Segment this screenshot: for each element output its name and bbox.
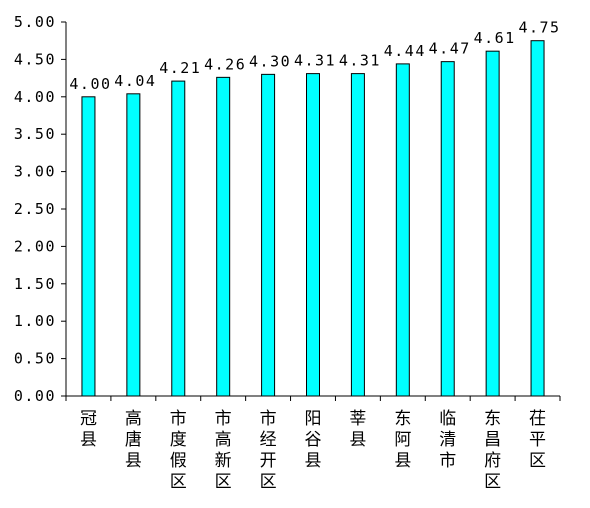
bar (126, 93, 141, 397)
bar (261, 73, 276, 397)
data-label: 4.31 (339, 52, 381, 70)
bar (350, 73, 365, 397)
category-labels: 冠县 高唐县 市度假区 市高新区 市经开区 阳谷县 莘县 东阿县 临清市 东昌府区 茌平区 (80, 409, 546, 492)
y-tick-label: 0.50 (14, 350, 56, 368)
y-tick-label: 2.50 (14, 200, 56, 218)
bar (530, 40, 545, 397)
category-label: 阳谷县 (305, 409, 322, 471)
category-label: 冠县 (80, 409, 97, 450)
data-label: 4.47 (429, 40, 471, 58)
y-tick-label: 3.50 (14, 125, 56, 143)
data-label: 4.75 (518, 19, 560, 37)
data-labels: 4.00 4.044.21 4.26 4.30 4.31 4.314.44 4.474.61… (69, 19, 560, 93)
bar (440, 61, 455, 397)
category-label: 高唐县 (125, 409, 142, 471)
y-tick-label: 1.00 (14, 312, 56, 330)
y-tick-label: 4.50 (14, 50, 56, 68)
y-axis: 0.00 0.50 1.00 1.50 2.00 2.50 3.00 3.50 4.00 4.50… (14, 13, 67, 405)
data-label: 4.26 (204, 55, 246, 73)
data-label: 4.61 (474, 29, 516, 47)
bar (171, 80, 186, 397)
category-label: 莘县 (349, 409, 366, 450)
data-label: 4.04 (114, 72, 156, 90)
y-tick-label: 0.00 (14, 387, 56, 405)
bars (81, 40, 545, 397)
y-tick-label: 5.00 (14, 13, 56, 31)
category-label: 茌平区 (529, 409, 546, 471)
bar (306, 73, 320, 397)
category-label: 临清市 (439, 409, 456, 471)
bar (216, 76, 231, 397)
category-label: 市度假区 (170, 409, 187, 492)
category-label: 东昌府区 (484, 409, 501, 492)
data-label: 4.00 (69, 75, 111, 93)
data-label: 4.31 (294, 52, 336, 70)
data-label: 4.30 (249, 52, 291, 70)
y-tick-label: 3.00 (14, 163, 56, 181)
bar (485, 50, 500, 397)
y-tick-label: 1.50 (14, 275, 56, 293)
data-label: 4.21 (159, 59, 201, 77)
x-axis (65, 395, 561, 401)
bar (395, 63, 410, 397)
category-label: 东阿县 (394, 409, 411, 471)
y-tick-label: 2.00 (14, 237, 56, 255)
category-label: 市高新区 (215, 409, 232, 492)
data-label: 4.44 (384, 42, 426, 60)
y-tick-label: 4.00 (14, 88, 56, 106)
bar (81, 96, 96, 397)
category-label: 市经开区 (260, 409, 277, 492)
